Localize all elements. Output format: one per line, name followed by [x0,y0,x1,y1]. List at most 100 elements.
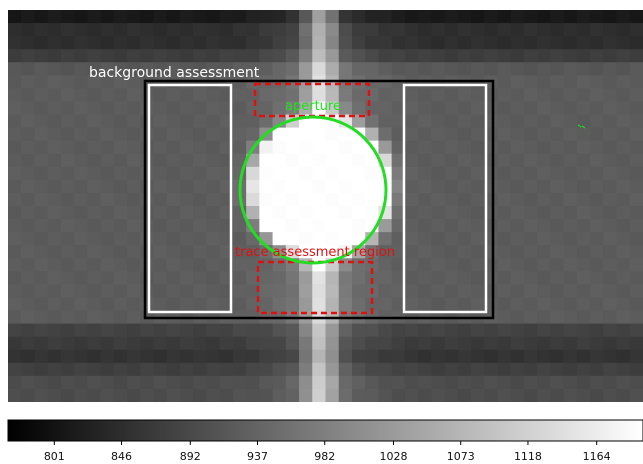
pixel [391,88,406,103]
pixel [563,36,578,50]
pixel [193,140,208,155]
pixel [259,101,274,116]
pixel [391,388,406,402]
pixel [510,206,525,220]
pixel [537,375,551,390]
pixel [127,88,141,103]
pixel [603,258,618,272]
pixel [576,232,591,246]
pixel [153,23,168,37]
pixel [127,323,141,338]
pixel [153,101,168,116]
pixel [312,192,327,207]
pixel [312,62,327,76]
pixel [576,310,591,325]
pixel [391,114,406,129]
pixel [193,153,208,168]
pixel [378,127,393,142]
pixel [193,166,208,181]
pixel [510,388,525,402]
pixel [140,219,155,233]
pixel [232,101,247,116]
pixel [299,101,313,116]
pixel [325,166,340,181]
pixel [471,127,485,142]
pixel [351,23,366,37]
pixel [47,101,62,116]
pixel [179,206,194,220]
pixel [550,114,565,129]
pixel [484,336,499,351]
pixel [179,140,194,155]
pixel [100,323,115,338]
pixel [603,336,618,351]
pixel [365,166,380,181]
pixel [8,284,22,299]
pixel [365,49,380,63]
pixel [457,323,472,338]
pixel [510,232,525,246]
pixel [34,49,49,63]
pixel [629,388,643,402]
pixel [616,375,631,390]
pixel [193,206,208,220]
pixel [563,232,578,246]
pixel [34,232,49,246]
pixel [299,23,313,37]
pixel [444,362,459,377]
pixel [259,36,274,50]
pixel [497,232,512,246]
pixel [127,10,141,24]
pixel [378,271,393,285]
pixel [179,36,194,50]
pixel [100,375,115,390]
pixel [299,179,313,194]
pixel [603,310,618,325]
pixel [497,349,512,364]
pixel [338,349,353,364]
pixel [444,232,459,246]
pixel [272,192,287,207]
pixel [246,62,260,76]
pixel [113,88,128,103]
pixel [179,271,194,285]
pixel [34,219,49,233]
pixel [272,49,287,63]
pixel [166,232,181,246]
pixel [100,140,115,155]
pixel [47,88,62,103]
pixel [193,127,208,142]
pixel [563,271,578,285]
pixel [365,10,380,24]
pixel [484,219,499,233]
pixel [127,206,141,220]
pixel [312,258,327,272]
pixel [100,388,115,402]
pixel [510,362,525,377]
pixel [272,284,287,299]
pixel [351,36,366,50]
pixel [299,349,313,364]
pixel [325,375,340,390]
pixel [471,349,485,364]
pixel [232,219,247,233]
pixel [537,114,551,129]
pixel [34,336,49,351]
pixel [285,323,300,338]
pixel [140,114,155,129]
pixel [47,297,62,312]
pixel [140,206,155,220]
pixel [127,140,141,155]
pixel [272,10,287,24]
pixel [444,206,459,220]
pixel [351,49,366,63]
pixel [206,219,221,233]
pixel [378,114,393,129]
pixel [74,114,88,129]
pixel [457,192,472,207]
pixel [444,23,459,37]
pixel [153,36,168,50]
pixel [550,192,565,207]
pixel [206,153,221,168]
